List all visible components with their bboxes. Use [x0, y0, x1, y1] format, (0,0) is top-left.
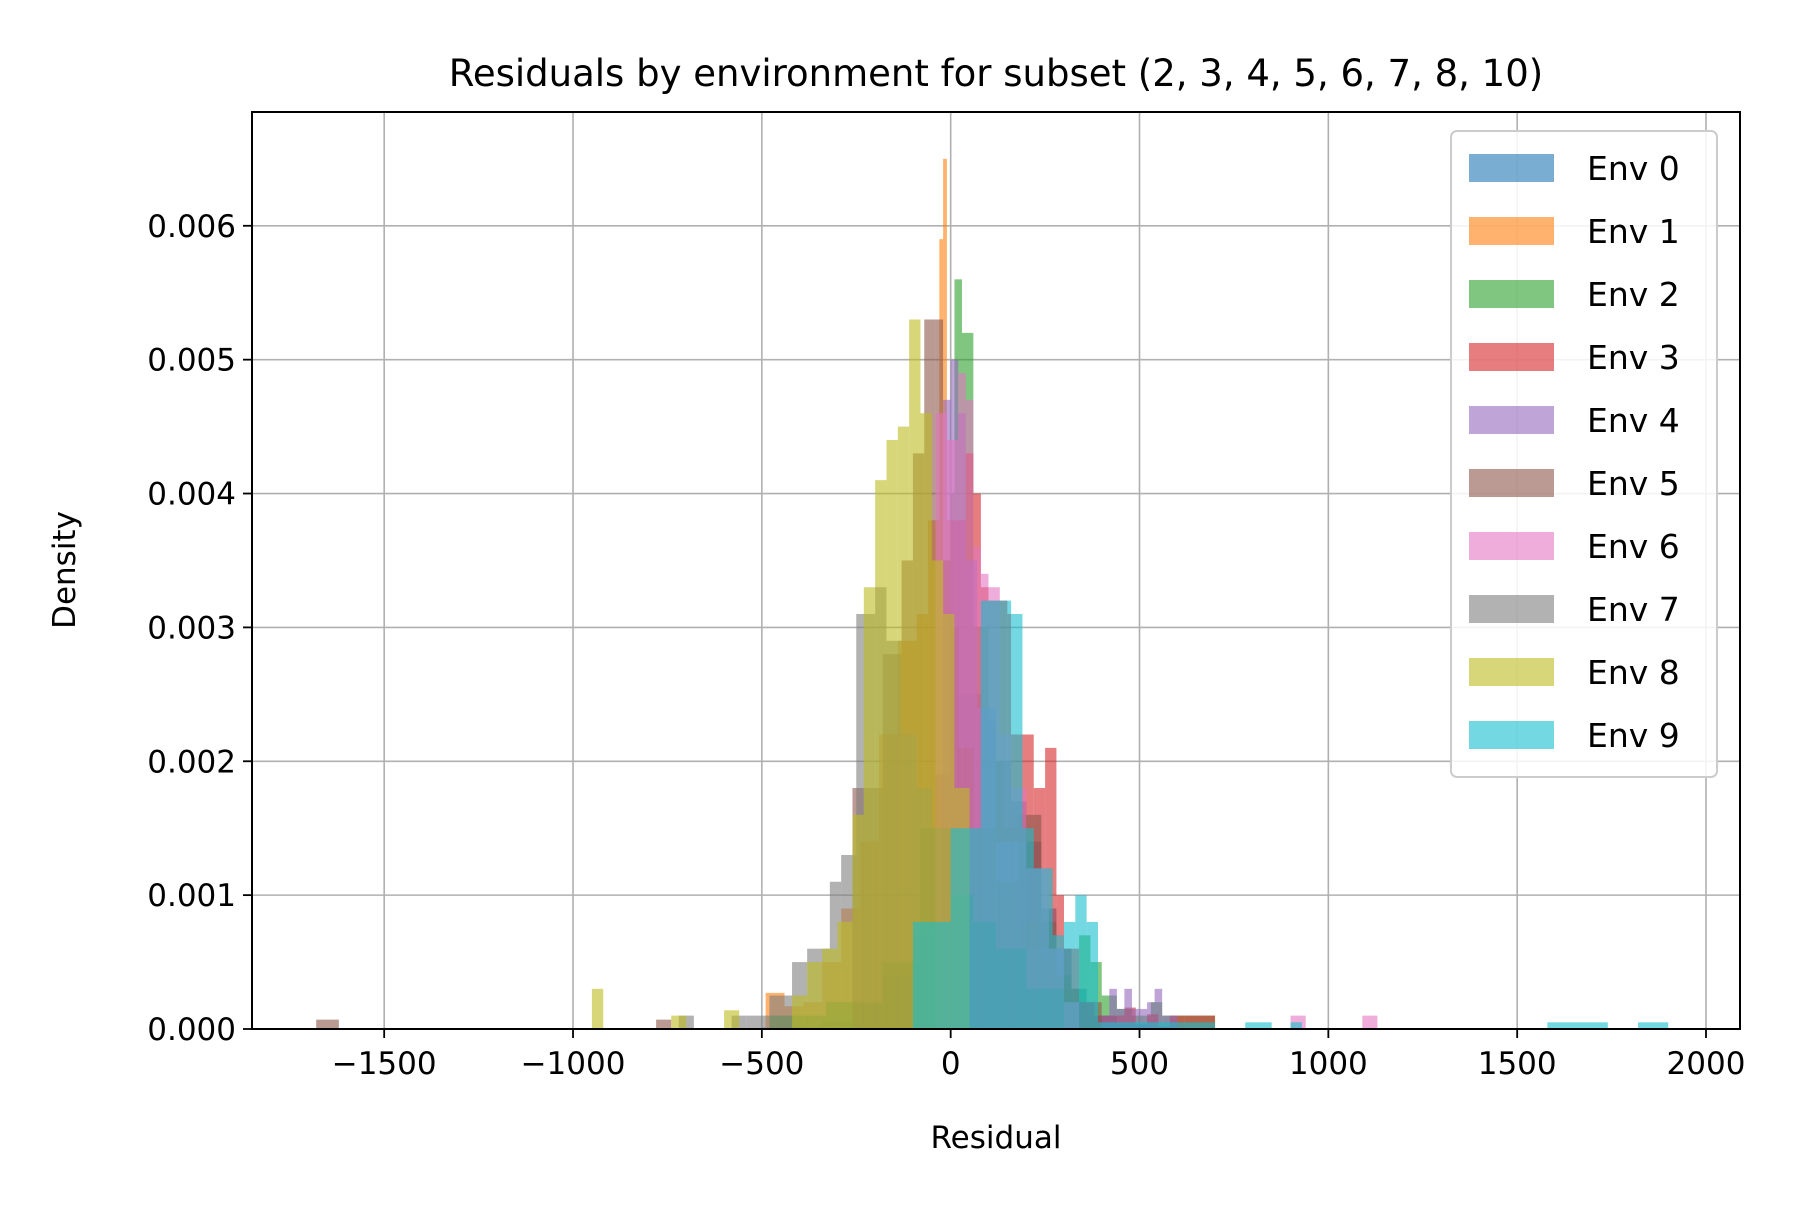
histogram-bar: [1154, 988, 1163, 1029]
histogram-bar: [852, 814, 864, 1029]
series-env-9: [912, 600, 1669, 1029]
legend-label: Env 2: [1587, 275, 1680, 314]
histogram-bar: [837, 921, 853, 1029]
histogram-bar: [792, 995, 808, 1029]
histogram-bar: [1124, 988, 1132, 1029]
x-tick-label: −1500: [332, 1046, 437, 1082]
histogram-bar: [1290, 1022, 1302, 1029]
legend-label: Env 7: [1587, 590, 1680, 629]
histogram-bar: [822, 948, 838, 1029]
y-axis-ticks: 0.000 0.001 0.002 0.003 0.004 0.005 0.006: [147, 209, 252, 1048]
legend-swatch: [1469, 721, 1554, 749]
series-env-8: [591, 319, 970, 1030]
histogram-bar: [807, 962, 823, 1029]
histogram-bar: [897, 426, 910, 1029]
legend-label: Env 4: [1587, 401, 1680, 440]
histogram-bar: [863, 587, 876, 1029]
histogram-bar: [1362, 1015, 1378, 1029]
histogram-bar: [1052, 935, 1064, 1029]
histogram-bar: [1547, 1022, 1608, 1029]
y-tick-label: 0.002: [147, 744, 236, 780]
x-tick-label: 1000: [1289, 1046, 1368, 1082]
legend-label: Env 6: [1587, 527, 1680, 566]
histogram-bar: [1147, 1002, 1155, 1029]
histogram-bar: [965, 399, 974, 1029]
x-axis-ticks: −1500 −1000 −500 0 500 1000 1500 2000: [332, 1029, 1746, 1082]
legend-label: Env 8: [1587, 653, 1680, 692]
histogram-bar: [671, 1015, 687, 1029]
histogram-bar: [931, 560, 944, 1029]
y-axis-label: Density: [47, 511, 83, 629]
legend-swatch: [1469, 595, 1554, 623]
histogram-bar: [920, 413, 932, 1030]
histogram-bar: [656, 1019, 672, 1029]
histogram-bar: [316, 1019, 339, 1029]
histogram-bar: [1063, 921, 1076, 1029]
histogram-bar: [724, 1010, 740, 1029]
histogram-bar: [1075, 895, 1087, 1029]
legend-swatch: [1469, 280, 1554, 308]
legend-label: Env 3: [1587, 338, 1680, 377]
legend: Env 0 Env 1 Env 2 Env 3 Env 4 Env 5 Env 6 Env 7…: [1450, 130, 1718, 778]
legend-label: Env 5: [1587, 464, 1680, 503]
histogram-bar: [943, 614, 955, 1029]
y-tick-label: 0.004: [147, 477, 236, 513]
x-tick-label: 2000: [1667, 1046, 1746, 1082]
histogram-bar: [1097, 1022, 1216, 1029]
histogram-bar: [1086, 921, 1098, 1029]
plot-frame: [251, 111, 1741, 1030]
histogram-bar: [973, 547, 981, 1029]
histogram-bar: [950, 828, 981, 1029]
histogram-bar: [912, 921, 951, 1029]
legend-swatch: [1469, 469, 1554, 497]
legend-label: Env 1: [1587, 212, 1680, 251]
histogram-bar: [875, 480, 887, 1029]
legend-label: Env 0: [1587, 149, 1680, 188]
histogram-bar: [746, 1015, 770, 1029]
x-tick-label: 0: [941, 1046, 961, 1082]
histogram-bar: [909, 319, 921, 1029]
y-tick-label: 0.003: [147, 610, 236, 646]
y-tick-label: 0.001: [147, 878, 236, 914]
legend-label: Env 9: [1587, 716, 1680, 755]
x-tick-label: −500: [719, 1046, 804, 1082]
histogram-bar: [1011, 614, 1023, 1029]
histogram-bar: [980, 600, 1012, 1029]
legend-swatch: [1469, 406, 1554, 434]
histogram-bar: [1109, 988, 1117, 1029]
histogram-bar: [1033, 868, 1053, 1029]
histogram-bar: [1638, 1022, 1669, 1029]
histogram-bars: [316, 158, 1669, 1030]
y-tick-label: 0.000: [147, 1012, 236, 1048]
histogram-bar: [769, 995, 793, 1029]
histogram-bar: [958, 373, 966, 1029]
y-tick-label: 0.006: [147, 209, 236, 245]
legend-swatch: [1469, 343, 1554, 371]
legend-swatch: [1469, 154, 1554, 182]
x-tick-label: −1000: [521, 1046, 626, 1082]
histogram-bar: [1022, 828, 1034, 1029]
legend-swatch: [1469, 217, 1554, 245]
x-tick-label: 500: [1110, 1046, 1169, 1082]
legend-swatch: [1469, 658, 1554, 686]
chart-title: Residuals by environment for subset (2, …: [449, 52, 1543, 95]
y-tick-label: 0.005: [147, 343, 236, 379]
legend-swatch: [1469, 532, 1554, 560]
histogram-bar: [1245, 1022, 1272, 1029]
histogram-bar: [886, 439, 898, 1029]
histogram-bar: [1116, 1008, 1125, 1029]
histogram-bar: [591, 988, 604, 1029]
x-axis-label: Residual: [931, 1120, 1062, 1156]
x-tick-label: 1500: [1478, 1046, 1557, 1082]
